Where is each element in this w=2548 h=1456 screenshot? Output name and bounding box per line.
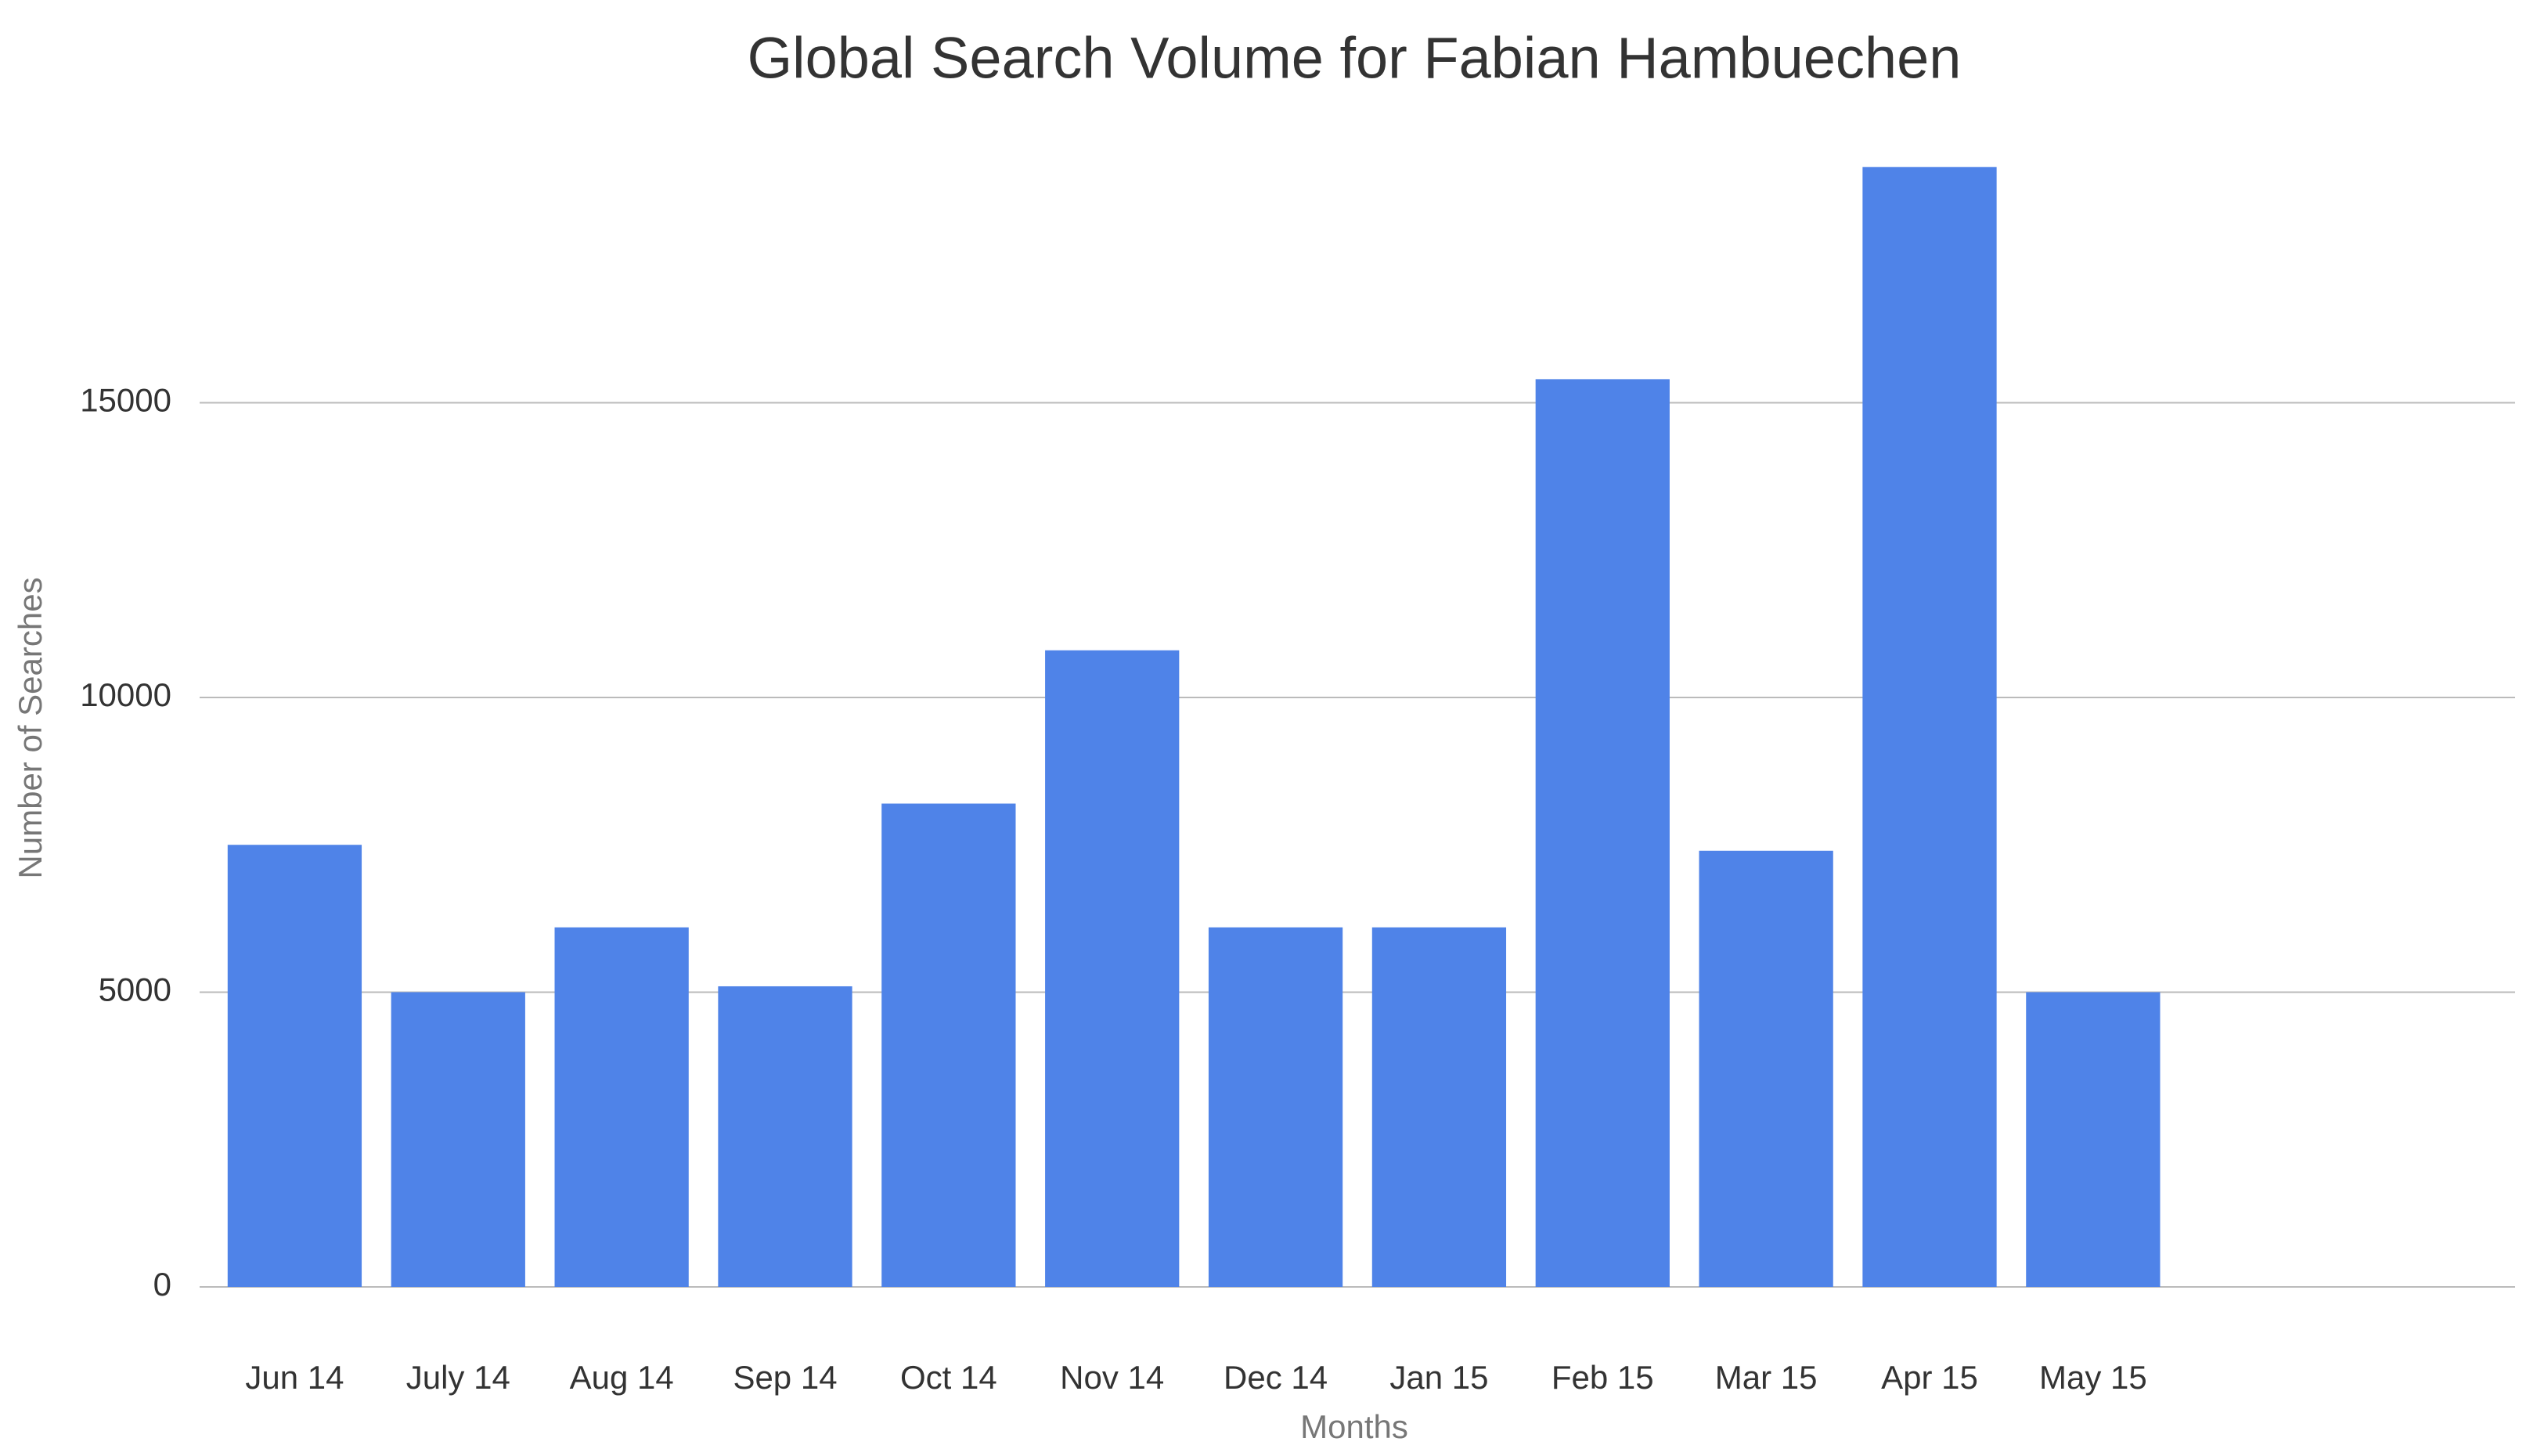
bar [391, 992, 525, 1287]
x-tick-label: May 15 [2039, 1359, 2147, 1396]
x-tick-label: Aug 14 [570, 1359, 674, 1396]
x-axis-label: Months [1300, 1408, 1408, 1445]
x-tick-label: Jan 15 [1389, 1359, 1488, 1396]
x-tick-label: Jun 14 [245, 1359, 344, 1396]
bar [554, 927, 689, 1287]
bar [2026, 992, 2161, 1287]
x-tick-label: Sep 14 [733, 1359, 837, 1396]
chart-title: Global Search Volume for Fabian Hambuech… [748, 26, 1962, 91]
x-tick-label: July 14 [406, 1359, 510, 1396]
x-tick-label: Feb 15 [1552, 1359, 1654, 1396]
bar [1045, 650, 1180, 1287]
x-tick-label: Apr 15 [1881, 1359, 1978, 1396]
bar [1208, 927, 1343, 1287]
x-tick-label: Nov 14 [1060, 1359, 1164, 1396]
x-tick-label: Oct 14 [900, 1359, 997, 1396]
y-axis-label: Number of Searches [12, 577, 49, 878]
y-tick-label: 15000 [80, 382, 171, 419]
bar [1535, 379, 1670, 1287]
y-tick-label: 10000 [80, 676, 171, 713]
y-tick-label: 0 [153, 1266, 171, 1303]
y-tick-label: 5000 [99, 971, 171, 1008]
bar [1699, 850, 1833, 1287]
bar [227, 845, 362, 1287]
bar [881, 803, 1016, 1287]
bar [1862, 167, 1997, 1287]
x-tick-label: Mar 15 [1715, 1359, 1818, 1396]
bar [718, 986, 852, 1287]
x-tick-label: Dec 14 [1224, 1359, 1328, 1396]
bar [1371, 927, 1507, 1287]
